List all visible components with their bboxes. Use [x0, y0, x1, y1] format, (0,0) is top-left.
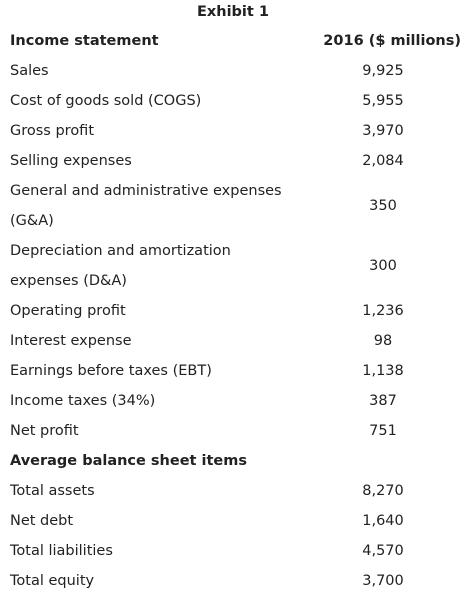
- row-value: 3,700: [362, 573, 404, 589]
- row-value: 4,570: [362, 543, 404, 559]
- row-label: Net profit: [10, 423, 79, 439]
- row-label: Total equity: [10, 573, 95, 589]
- table-row: Net debt 1,640: [0, 506, 466, 536]
- label-cell: Sales: [0, 56, 315, 86]
- label-cell: Gross profit: [0, 116, 315, 146]
- row-value: 5,955: [362, 93, 404, 109]
- row-label: Depreciation and amortization: [10, 243, 231, 259]
- section-row: Average balance sheet items: [0, 446, 466, 476]
- label-cell: Depreciation and amortization expenses (D…: [0, 236, 315, 296]
- row-value: 751: [369, 423, 397, 439]
- row-label: General and administrative expenses: [10, 183, 282, 199]
- exhibit-title: Exhibit 1: [197, 4, 269, 20]
- income-table: Income statement 2016 ($ millions) Sales…: [0, 26, 466, 596]
- row-value: 300: [369, 258, 397, 274]
- section-cell: Average balance sheet items: [0, 446, 315, 476]
- table-row: Depreciation and amortization expenses (D…: [0, 236, 466, 296]
- header-label: Income statement: [10, 33, 159, 49]
- table-row: Earnings before taxes (EBT) 1,138: [0, 356, 466, 386]
- table-row: Sales 9,925: [0, 56, 466, 86]
- label-cell: Interest expense: [0, 326, 315, 356]
- row-label: Gross profit: [10, 123, 95, 139]
- row-value: 9,925: [362, 63, 404, 79]
- table-row: Net profit 751: [0, 416, 466, 446]
- row-label: Total liabilities: [10, 543, 113, 559]
- row-label: expenses (D&A): [10, 273, 127, 289]
- row-label: Interest expense: [10, 333, 132, 349]
- table-row: Operating profit 1,236: [0, 296, 466, 326]
- label-cell: Total assets: [0, 476, 315, 506]
- row-label: Sales: [10, 63, 49, 79]
- table-row: Income taxes (34%) 387: [0, 386, 466, 416]
- label-cell: Net profit: [0, 416, 315, 446]
- row-value: 1,236: [362, 303, 404, 319]
- row-label: Operating profit: [10, 303, 126, 319]
- label-cell: Income taxes (34%): [0, 386, 315, 416]
- row-label: (G&A): [10, 213, 54, 229]
- label-cell: Cost of goods sold (COGS): [0, 86, 315, 116]
- table-row: Selling expenses 2,084: [0, 146, 466, 176]
- row-value: 8,270: [362, 483, 404, 499]
- row-label: Selling expenses: [10, 153, 132, 169]
- row-label: Earnings before taxes (EBT): [10, 363, 212, 379]
- row-label: Income taxes (34%): [10, 393, 156, 409]
- label-cell: Total liabilities: [0, 536, 315, 566]
- section-label: Average balance sheet items: [10, 453, 247, 469]
- table-row: Cost of goods sold (COGS) 5,955: [0, 86, 466, 116]
- row-label: Total assets: [10, 483, 95, 499]
- label-cell: Selling expenses: [0, 146, 315, 176]
- row-value: 1,138: [362, 363, 404, 379]
- label-cell: General and administrative expenses (G&A): [0, 176, 315, 236]
- row-value: 350: [369, 198, 397, 214]
- label-cell: Earnings before taxes (EBT): [0, 356, 315, 386]
- row-value: 1,640: [362, 513, 404, 529]
- table-row: Total assets 8,270: [0, 476, 466, 506]
- row-value: 387: [369, 393, 397, 409]
- row-value: 98: [373, 333, 393, 349]
- table-row: Total liabilities 4,570: [0, 536, 466, 566]
- label-cell: Total equity: [0, 566, 315, 596]
- header-value: 2016 ($ millions): [323, 33, 461, 49]
- table-row: Gross profit 3,970: [0, 116, 466, 146]
- row-value: 2,084: [362, 153, 404, 169]
- table-row: Interest expense 98: [0, 326, 466, 356]
- label-cell: Net debt: [0, 506, 315, 536]
- label-cell: Operating profit: [0, 296, 315, 326]
- row-value: 3,970: [362, 123, 404, 139]
- header-row: Income statement 2016 ($ millions): [0, 26, 466, 56]
- row-label: Cost of goods sold (COGS): [10, 93, 202, 109]
- header-cell: Income statement: [0, 26, 315, 56]
- table-row: General and administrative expenses (G&A)…: [0, 176, 466, 236]
- row-label: Net debt: [10, 513, 74, 529]
- table-row: Total equity 3,700: [0, 566, 466, 596]
